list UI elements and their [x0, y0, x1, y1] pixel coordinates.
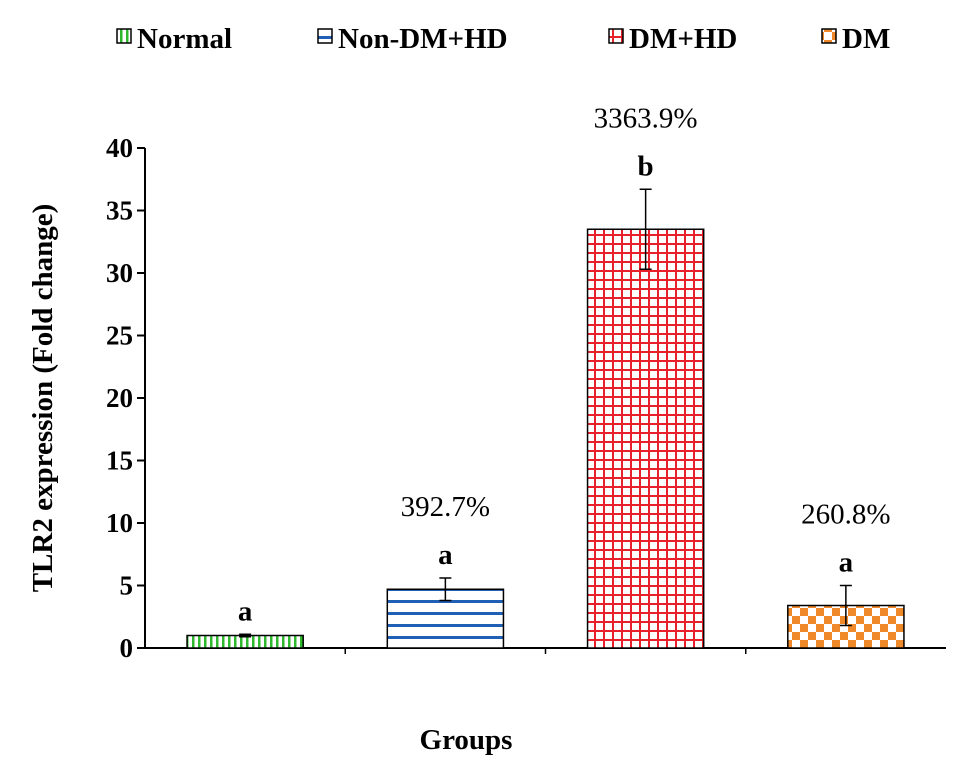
legend-item-normal: Normal: [116, 23, 232, 55]
x-axis-title: Groups: [420, 724, 513, 756]
y-tick-label: 15: [106, 446, 133, 476]
y-tick-label: 30: [106, 258, 133, 288]
significance-label-dm: a: [839, 547, 854, 579]
y-axis-title: TLR2 expression (Fold change): [27, 204, 59, 593]
y-tick-label: 0: [120, 633, 134, 663]
significance-label-non-dm-hd: a: [438, 539, 453, 571]
legend-swatch-normal: [116, 28, 132, 44]
bars: [186, 228, 905, 649]
error-bars: [239, 188, 852, 638]
y-tick-label: 40: [106, 133, 133, 163]
legend-swatch-dm: [821, 28, 837, 44]
y-tick-label: 35: [106, 196, 133, 226]
significance-label-dm-hd: b: [638, 150, 654, 182]
bar-dm-hd: [586, 228, 705, 649]
y-tick-label: 10: [106, 508, 133, 538]
y-tick-label: 20: [106, 383, 133, 413]
legend-swatch-dm-hd: [608, 28, 624, 44]
significance-labels: a a b a: [238, 150, 854, 627]
percent-labels: 392.7% 3363.9% 260.8%: [401, 102, 891, 530]
legend: Normal Non-DM+HD DM+HD DM: [116, 23, 890, 55]
y-tick-label: 25: [106, 321, 133, 351]
error-bar-dm: [839, 584, 852, 627]
significance-label-normal: a: [238, 595, 253, 627]
legend-label-dm: DM: [842, 23, 890, 55]
legend-label-normal: Normal: [137, 23, 232, 55]
percent-label-dm: 260.8%: [801, 499, 890, 531]
legend-label-dm-hd: DM+HD: [629, 23, 737, 55]
error-bar-dm-hd: [639, 188, 652, 270]
legend-swatch-non-dm-hd: [317, 28, 333, 44]
x-ticks: [344, 648, 747, 654]
percent-label-non-dm-hd: 392.7%: [401, 491, 490, 523]
error-bar-non-dm-hd: [439, 577, 452, 602]
legend-item-dm-hd: DM+HD: [608, 23, 737, 55]
error-bar-normal: [239, 633, 252, 638]
bar-dm: [787, 604, 905, 649]
legend-item-dm: DM: [821, 23, 890, 55]
percent-label-dm-hd: 3363.9%: [594, 102, 698, 134]
legend-label-non-dm-hd: Non-DM+HD: [338, 23, 508, 55]
y-ticks: 0 5 10 15 20 25 30 35 40: [106, 133, 145, 663]
y-tick-label: 5: [120, 571, 134, 601]
legend-item-non-dm-hd: Non-DM+HD: [317, 23, 508, 55]
